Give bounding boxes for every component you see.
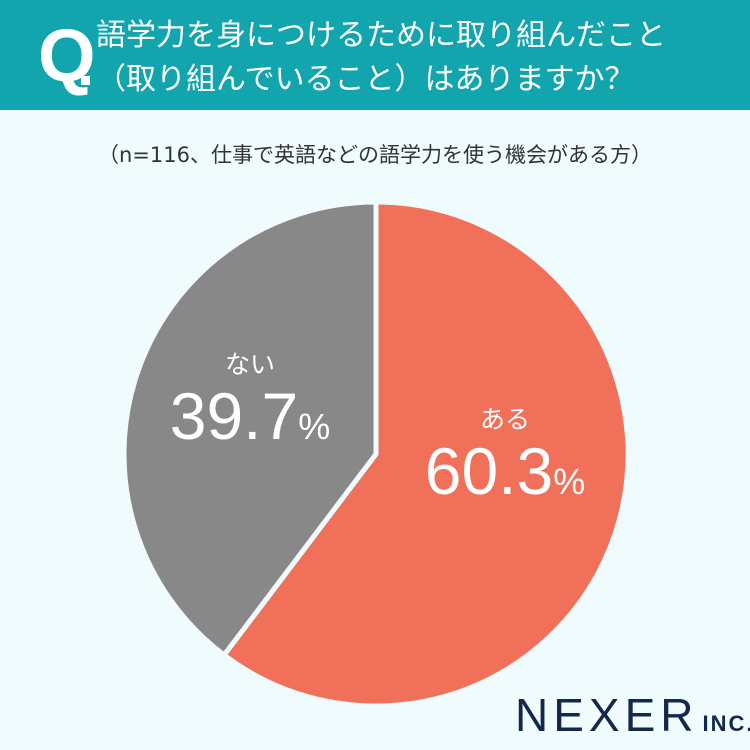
sample-note: （n=116、仕事で英語などの語学力を使う機会がある方） (98, 143, 652, 167)
question-title: 語学力を身につけるために取り組んだこと （取り組んでいること）はありますか？ (96, 14, 666, 102)
pie-slice-no (121, 199, 379, 658)
q-dot (81, 76, 90, 85)
label-yes-name: ある (479, 405, 530, 434)
label-yes-value: 60.3% (424, 434, 586, 508)
label-no-value: 39.7% (169, 379, 331, 453)
label-no: ない 39.7% (150, 350, 350, 463)
nexer-logo: NEXER INC. (515, 689, 750, 741)
question-header: Q 語学力を身につけるために取り組んだこと （取り組んでいること）はありますか？ (0, 0, 750, 110)
question-line-2: （取り組んでいること）はありますか？ (96, 62, 635, 97)
question-line-1: 語学力を身につけるために取り組んだこと (96, 18, 666, 53)
label-yes: ある 60.3% (400, 405, 610, 518)
pie-slice-yes (221, 199, 631, 709)
label-no-name: ない (224, 350, 275, 379)
